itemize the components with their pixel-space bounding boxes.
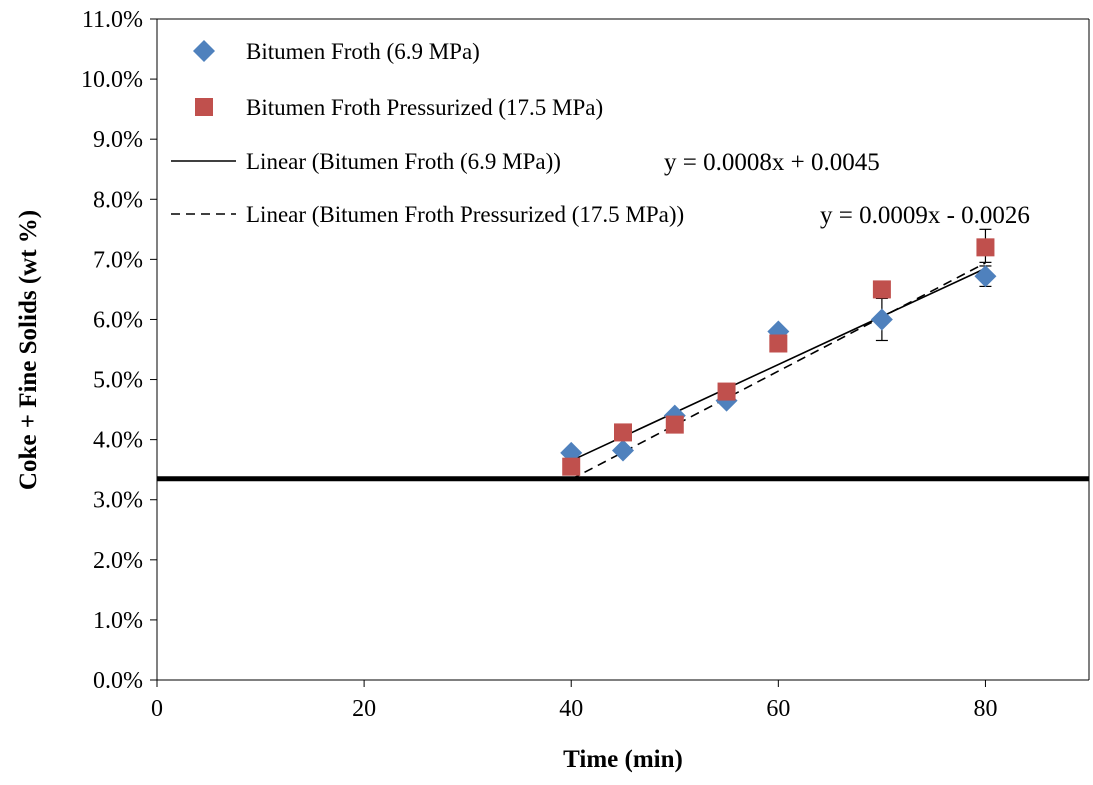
legend-label: Bitumen Froth Pressurized (17.5 MPa): [246, 95, 603, 120]
square-point: [614, 423, 632, 442]
legend-diamond-marker: [193, 40, 215, 62]
trendline-equation: y = 0.0009x - 0.0026: [820, 202, 1030, 229]
y-tick-label: 11.0%: [82, 7, 143, 33]
plot-area: [156, 18, 1090, 681]
y-tick-label: 4.0%: [93, 428, 143, 454]
legend-trendline-label: Linear (Bitumen Froth (6.9 MPa)): [246, 149, 561, 174]
y-tick-label: 8.0%: [93, 187, 143, 213]
y-tick-label: 0.0%: [93, 668, 143, 694]
y-tick-label: 9.0%: [93, 127, 143, 153]
x-tick-label: 40: [559, 696, 583, 722]
x-tick-label: 20: [352, 696, 376, 722]
y-tick-label: 3.0%: [93, 488, 143, 514]
x-axis-title: Time (min): [563, 746, 683, 773]
diamond-point: [870, 308, 893, 331]
trendline-equation: y = 0.0008x + 0.0045: [664, 149, 880, 176]
x-tick-label: 60: [766, 696, 790, 722]
legend-trendline-label: Linear (Bitumen Froth Pressurized (17.5 …: [246, 202, 684, 227]
legend-label: Bitumen Froth (6.9 MPa): [246, 39, 480, 64]
square-point: [562, 457, 581, 476]
y-tick-label: 6.0%: [93, 307, 143, 333]
square-point: [665, 415, 684, 434]
series-layer: [560, 238, 997, 476]
square-point: [872, 280, 891, 299]
y-tick-label: 2.0%: [93, 548, 143, 574]
trendline-dashed: [570, 262, 986, 481]
error-layer: [875, 228, 992, 342]
y-ticks: 0.0% 1.0% 2.0% 3.0% 4.0% 5.0% 6.0% 7.0% 8.0% 9.0%…: [81, 7, 157, 694]
y-tick-label: 7.0%: [93, 247, 143, 273]
y-axis-title: Coke + Fine Solids (wt %): [15, 210, 42, 490]
y-tick-label: 10.0%: [81, 67, 143, 93]
trendline-solid: [570, 267, 986, 462]
diamond-point: [974, 265, 997, 288]
diamond-point: [612, 439, 634, 462]
legend-square-marker: [195, 98, 213, 116]
y-tick-label: 5.0%: [93, 368, 143, 394]
trend-layer: [570, 262, 986, 481]
x-tick-label: 0: [151, 696, 163, 722]
square-point: [976, 238, 995, 257]
x-ticks: 0 20 40 60 80: [151, 680, 997, 722]
square-point: [717, 382, 736, 401]
square-point: [769, 334, 788, 353]
y-tick-label: 1.0%: [93, 608, 143, 634]
legend: Bitumen Froth (6.9 MPa) Bitumen Froth Pre…: [171, 39, 1030, 229]
x-tick-label: 80: [973, 696, 997, 722]
